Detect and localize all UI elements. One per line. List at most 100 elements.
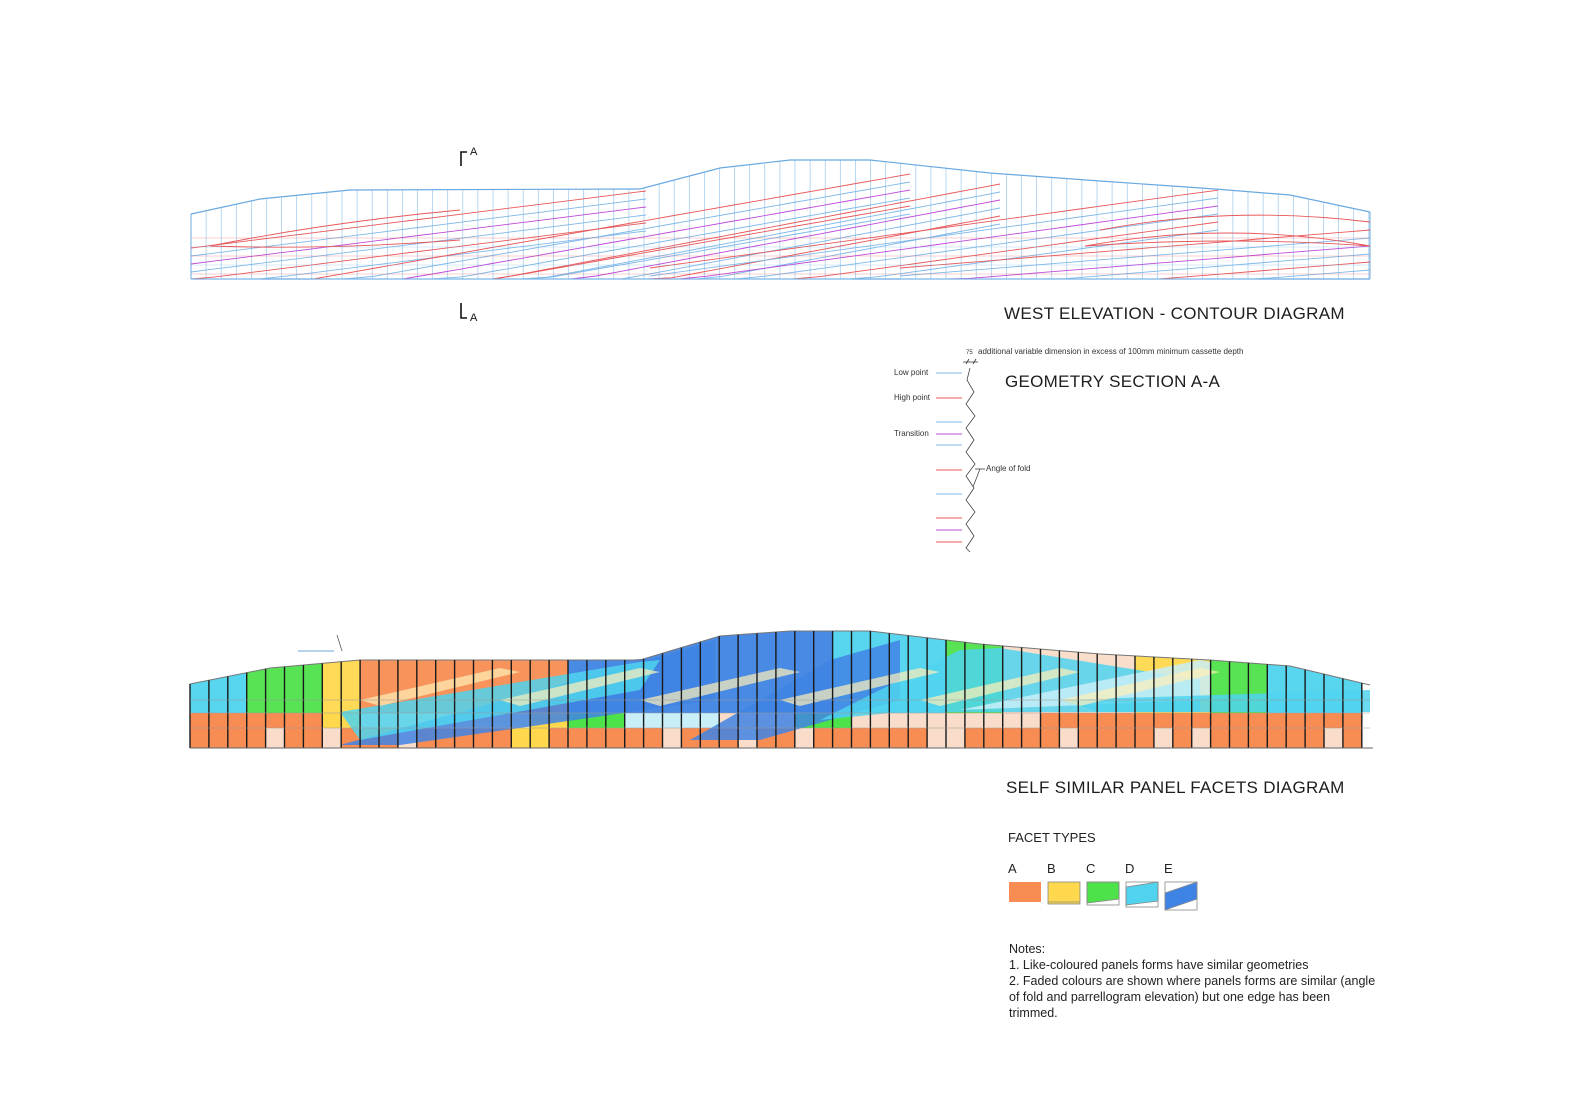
facet-panel-upper — [246, 668, 266, 713]
facet-panel-row2 — [624, 713, 644, 728]
section-marker-bottom: A — [460, 303, 478, 324]
facet-panel-a — [1305, 728, 1324, 748]
facet-type-a-swatch — [1009, 882, 1041, 902]
facet-panel-upper — [303, 663, 323, 713]
facet-panel-a — [1324, 728, 1343, 748]
facet-panel-a — [927, 728, 946, 748]
facet-type-d-swatch — [1125, 881, 1159, 908]
facet-type-c-letter: C — [1086, 861, 1096, 876]
facet-type-b: B — [1047, 861, 1081, 913]
elevation-contour-line — [191, 230, 647, 280]
facet-type-a: A — [1008, 861, 1042, 913]
facet-panel-row2 — [1172, 713, 1192, 728]
facet-faded-strip — [500, 668, 660, 706]
section-marker-top: A — [460, 146, 478, 166]
facet-panel-a — [322, 728, 342, 748]
facet-panel-row2 — [889, 713, 909, 728]
facet-panel-a — [530, 728, 550, 748]
elevation-contour-line — [313, 181, 911, 280]
elevation-contour-line — [899, 237, 1371, 277]
facet-panel-row2 — [946, 713, 965, 728]
facet-panel-row2 — [983, 713, 1003, 728]
elevation-top-outline — [190, 159, 1371, 215]
facet-panel-row2 — [208, 713, 228, 728]
facet-panel-upper — [284, 665, 304, 713]
facet-panel-a — [1286, 728, 1306, 748]
notes-heading: Notes: — [1009, 942, 1046, 956]
facet-panel-upper — [738, 633, 757, 713]
facet-type-b-letter: B — [1047, 861, 1056, 876]
facet-panel-row2 — [1059, 713, 1079, 728]
facet-panel-row2 — [681, 713, 701, 728]
facet-panel-a — [946, 728, 965, 748]
facet-panel-row2 — [1191, 713, 1211, 728]
facet-scale-mark — [298, 634, 343, 652]
facet-faded-strip — [780, 668, 940, 706]
facet-panel-row2 — [1135, 713, 1154, 728]
west-elevation-contour-diagram — [190, 159, 1371, 280]
elevation-contour-line — [190, 206, 647, 265]
elevation-contour-line — [650, 221, 1219, 280]
facet-panel-a — [586, 728, 606, 748]
elevation-contour-line — [190, 190, 647, 249]
facet-panel-row2 — [1324, 713, 1343, 728]
facet-panel-a — [1097, 728, 1117, 748]
facet-panel-a — [908, 728, 928, 748]
facet-panel-row2 — [1040, 713, 1060, 728]
facet-panel-a — [284, 728, 304, 748]
facet-type-a-letter: A — [1008, 861, 1017, 876]
facet-type-c: C — [1086, 861, 1120, 913]
facet-panel-a — [303, 728, 323, 748]
facet-panel-a — [1040, 728, 1060, 748]
facet-panel-row2 — [1210, 713, 1230, 728]
elevation-right-lens — [1084, 214, 1371, 247]
facet-panel-a — [1229, 728, 1249, 748]
facet-panel-row2 — [246, 713, 266, 728]
facet-panel-row2 — [1097, 713, 1117, 728]
elevation-contour-line — [190, 222, 647, 280]
facet-panel-a — [190, 728, 209, 748]
dimension-value: 75 — [966, 350, 973, 356]
facet-panel-row2 — [1342, 713, 1362, 728]
facet-panel-a — [870, 728, 890, 748]
section-marker-bottom-label: A — [470, 312, 478, 324]
facet-panel-a — [1153, 728, 1173, 748]
facet-panel-a — [1021, 728, 1041, 748]
west-elevation-title: WEST ELEVATION - CONTOUR DIAGRAM — [1004, 304, 1345, 323]
facet-panel-row2 — [870, 713, 890, 728]
elevation-contour-line — [650, 205, 1219, 280]
facet-faded-strip — [640, 668, 800, 706]
geometry-section-title: GEOMETRY SECTION A-A — [1005, 372, 1221, 391]
elevation-contour-line — [900, 269, 1371, 280]
notes-block: Notes: 1. Like-coloured panels forms hav… — [1009, 941, 1379, 1021]
facet-panel-a — [832, 728, 852, 748]
facet-panel-a — [643, 728, 663, 748]
elevation-contour-line — [899, 229, 1371, 269]
facet-panel-a — [549, 728, 568, 748]
facet-type-e: E — [1164, 861, 1198, 913]
facet-panel-row2 — [1002, 713, 1022, 728]
facet-panel-upper — [208, 676, 228, 713]
facet-panel-a — [1135, 728, 1154, 748]
facet-panel-row2 — [964, 713, 984, 728]
facet-panel-a — [492, 728, 512, 748]
facet-diagonal-band — [1060, 690, 1370, 712]
facet-panel-row2 — [227, 713, 247, 728]
facet-panel-upper — [719, 634, 739, 713]
facet-panel-row2 — [662, 713, 682, 728]
elevation-contour-line — [650, 213, 1219, 280]
elevation-contour-line — [190, 214, 647, 273]
facet-panel-a — [1002, 728, 1022, 748]
elevation-contour-line — [313, 213, 911, 280]
facet-panel-row2 — [1078, 713, 1098, 728]
elevation-contour-line — [190, 198, 647, 257]
facet-panel-a — [983, 728, 1003, 748]
facet-panel-a — [1248, 728, 1268, 748]
elevation-contour-line — [650, 229, 1219, 280]
elevation-contour-line — [495, 199, 1001, 280]
facet-panel-upper — [227, 672, 247, 713]
facet-panel-upper — [341, 660, 361, 713]
facet-panel-a — [889, 728, 909, 748]
facet-panel-a — [568, 728, 587, 748]
